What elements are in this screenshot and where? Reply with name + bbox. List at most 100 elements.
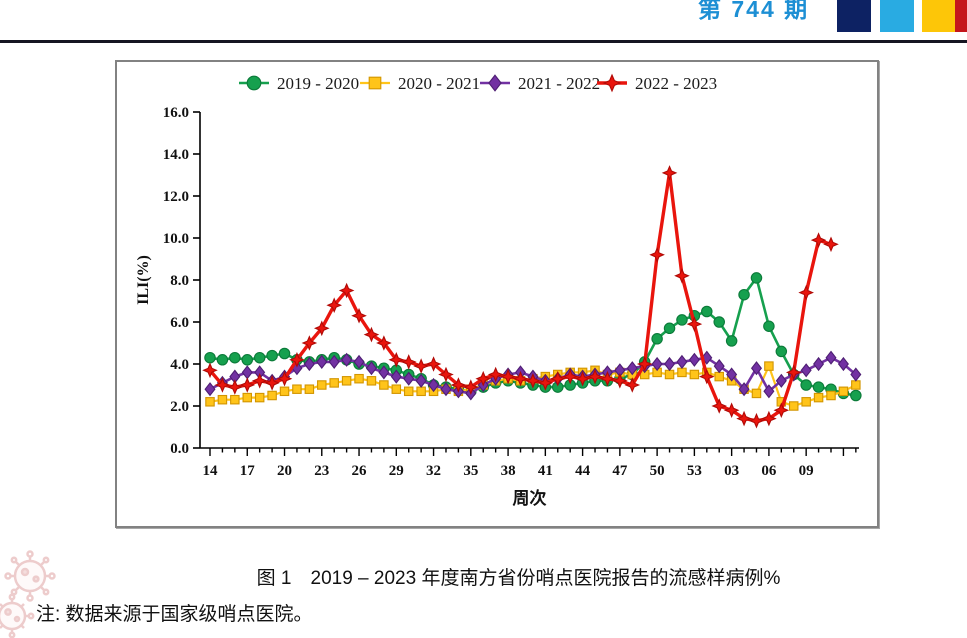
ili-line-chart: 0.0 2.0 4.0 6.0 8.0 10.0 12.0 14.0 16.0 14 17 20 23 2… — [135, 73, 862, 508]
y-tick-label: 8.0 — [170, 273, 189, 289]
y-tick-label: 12.0 — [163, 189, 189, 205]
data-point — [316, 354, 328, 369]
data-point — [801, 397, 811, 407]
data-point — [764, 361, 774, 371]
data-point — [748, 412, 765, 429]
data-point — [242, 392, 253, 403]
data-point — [851, 380, 861, 390]
data-point — [214, 377, 231, 393]
legend-marker — [602, 73, 622, 93]
data-point — [686, 316, 703, 332]
legend-label: 2022 - 2023 — [635, 74, 717, 93]
data-point — [378, 365, 390, 380]
data-point — [366, 376, 377, 386]
data-point — [676, 354, 688, 369]
data-point — [303, 356, 315, 372]
data-point — [813, 392, 824, 403]
brand-square-yellow — [922, 0, 956, 32]
data-point — [701, 305, 713, 318]
data-point — [837, 356, 849, 372]
x-tick-label: 38 — [501, 463, 516, 479]
data-point — [253, 351, 266, 364]
brand-square-red — [955, 0, 967, 32]
data-point — [329, 378, 339, 388]
x-tick-label: 29 — [389, 463, 404, 479]
x-tick-label: 32 — [426, 463, 441, 479]
data-point — [736, 410, 752, 427]
data-point — [216, 354, 229, 366]
x-tick-label: 53 — [687, 463, 702, 479]
data-point — [391, 384, 402, 394]
issue-number-label: 第 744 期 — [698, 0, 810, 22]
data-point — [587, 368, 603, 385]
data-point — [688, 352, 700, 367]
data-point — [624, 377, 641, 393]
data-point — [537, 375, 554, 391]
series-2022-2023 — [202, 165, 839, 429]
data-point — [403, 371, 415, 386]
data-point — [763, 384, 775, 399]
data-point — [664, 356, 676, 372]
data-point — [400, 354, 417, 370]
data-point — [363, 326, 380, 343]
data-point — [251, 373, 268, 389]
data-point — [217, 394, 228, 405]
x-tick-label: 17 — [240, 463, 256, 479]
data-point — [463, 379, 479, 395]
data-point — [663, 322, 676, 335]
data-point — [725, 335, 738, 347]
data-point — [676, 314, 688, 326]
data-point — [326, 297, 342, 313]
data-point — [415, 373, 427, 388]
data-point — [267, 390, 277, 401]
y-axis-title: ILI(%) — [135, 255, 152, 305]
legend-marker — [488, 74, 502, 92]
legend-item-2019-2020: 2019 - 2020 — [239, 74, 359, 93]
data-point — [304, 384, 315, 394]
data-point — [440, 382, 452, 397]
x-tick-label: 09 — [799, 463, 814, 479]
data-point — [661, 165, 678, 181]
brand-square-navy — [837, 0, 871, 32]
data-point — [750, 361, 763, 376]
data-point — [512, 370, 529, 387]
data-point — [699, 368, 715, 385]
data-point — [626, 361, 638, 376]
data-point — [341, 376, 352, 386]
x-tick-label: 23 — [314, 463, 329, 479]
data-point — [365, 361, 377, 376]
data-point — [825, 350, 837, 365]
data-point — [229, 351, 241, 364]
data-point — [838, 386, 849, 397]
data-point — [810, 232, 827, 248]
data-point — [239, 377, 256, 393]
legend-item-2021-2022: 2021 - 2022 — [480, 74, 600, 93]
data-point — [850, 367, 862, 382]
data-point — [204, 382, 216, 397]
x-tick-label: 03 — [724, 463, 739, 479]
data-point — [388, 352, 405, 368]
legend-marker — [246, 75, 262, 91]
data-point — [785, 364, 802, 381]
legend-item-2020-2021: 2020 - 2021 — [360, 74, 480, 93]
data-point — [574, 370, 591, 387]
figure-note: 注: 数据来源于国家级哨点医院。 — [36, 604, 313, 625]
data-point — [636, 356, 653, 372]
data-point — [711, 398, 728, 414]
data-point — [800, 379, 812, 391]
data-point — [726, 367, 738, 382]
data-point — [264, 375, 280, 391]
data-point — [351, 307, 367, 324]
y-tick-label: 0.0 — [170, 441, 189, 457]
data-point — [487, 366, 504, 383]
data-point — [723, 402, 740, 418]
data-point — [775, 373, 787, 388]
legend-item-2022-2023: 2022 - 2023 — [597, 73, 717, 93]
data-point — [651, 333, 663, 345]
legend-label: 2019 - 2020 — [277, 74, 359, 93]
x-tick-label: 14 — [203, 463, 219, 479]
data-point — [751, 388, 762, 399]
figure-caption: 图 1 2019 – 2023 年度南方省份哨点医院报告的流感样病例% — [256, 568, 781, 589]
data-point — [354, 373, 364, 384]
data-point — [525, 373, 541, 389]
